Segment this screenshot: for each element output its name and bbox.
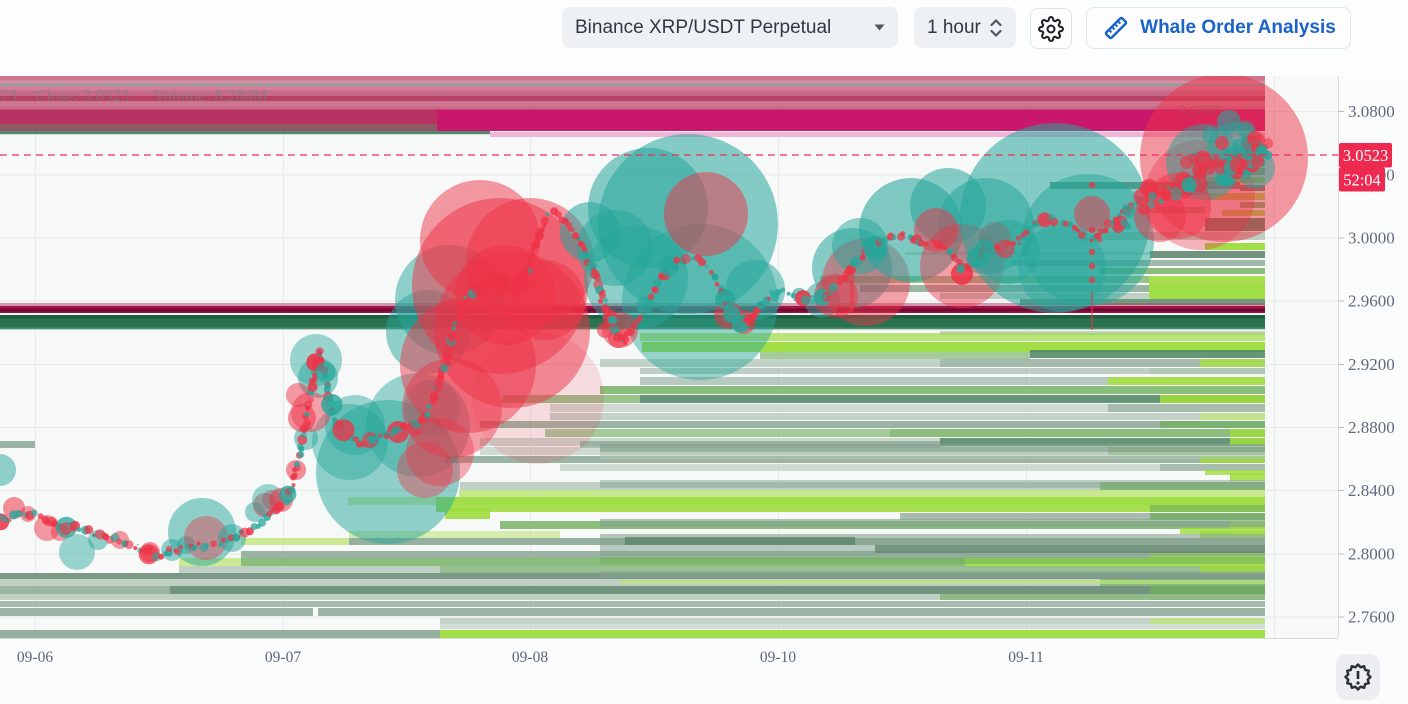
svg-text:09-07: 09-07	[265, 649, 301, 666]
svg-text:Volume: 8.284M: Volume: 8.284M	[153, 86, 268, 105]
svg-text:73: 73	[0, 86, 17, 105]
svg-text:2.9200: 2.9200	[1348, 355, 1395, 374]
svg-text:09-06: 09-06	[17, 649, 53, 666]
svg-text:2.9600: 2.9600	[1348, 292, 1395, 311]
svg-text:09-11: 09-11	[1008, 649, 1044, 666]
svg-text:09-10: 09-10	[760, 649, 796, 666]
svg-text:3.0523: 3.0523	[1343, 146, 1388, 165]
svg-text:3.0800: 3.0800	[1348, 102, 1395, 121]
svg-text:52:04: 52:04	[1343, 171, 1381, 190]
svg-text:3.0000: 3.0000	[1348, 229, 1395, 248]
svg-text:2.8800: 2.8800	[1348, 418, 1395, 437]
svg-text:2.7600: 2.7600	[1348, 608, 1395, 627]
svg-text:Close: 3.0523: Close: 3.0523	[35, 86, 129, 105]
svg-text:2.8000: 2.8000	[1348, 545, 1395, 564]
svg-text:2.8400: 2.8400	[1348, 481, 1395, 500]
svg-text:09-08: 09-08	[512, 649, 548, 666]
